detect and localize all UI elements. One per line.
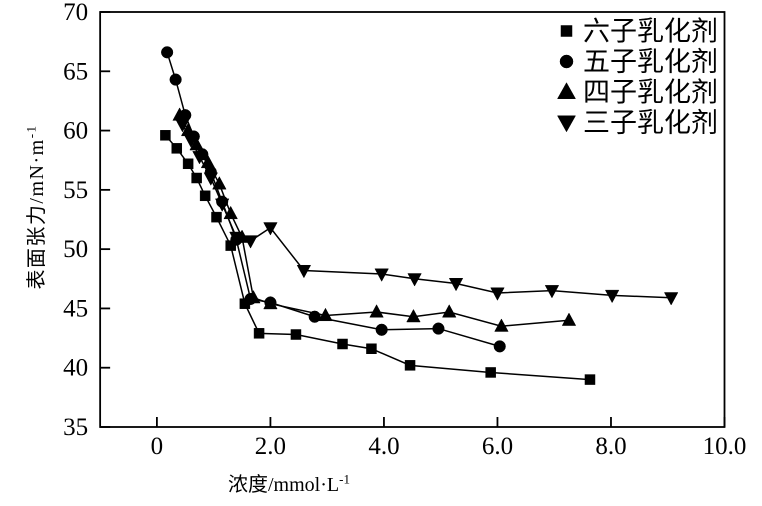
svg-text:三子乳化剂: 三子乳化剂 (583, 108, 718, 138)
svg-text:65: 65 (63, 58, 88, 85)
svg-text:4.0: 4.0 (368, 433, 399, 460)
svg-text:6.0: 6.0 (482, 433, 513, 460)
svg-text:70: 70 (63, 0, 88, 26)
svg-text:50: 50 (63, 236, 88, 263)
svg-text:10.0: 10.0 (703, 433, 747, 460)
svg-text:四子乳化剂: 四子乳化剂 (583, 78, 718, 108)
svg-text:45: 45 (63, 295, 88, 322)
svg-text:8.0: 8.0 (595, 433, 626, 460)
svg-text:40: 40 (63, 355, 88, 382)
svg-text:60: 60 (63, 118, 88, 145)
svg-text:2.0: 2.0 (255, 433, 286, 460)
svg-text:35: 35 (63, 414, 88, 441)
svg-text:六子乳化剂: 六子乳化剂 (583, 17, 718, 47)
svg-text:55: 55 (63, 177, 88, 204)
svg-text:五子乳化剂: 五子乳化剂 (583, 47, 718, 77)
svg-text:0: 0 (151, 433, 164, 460)
